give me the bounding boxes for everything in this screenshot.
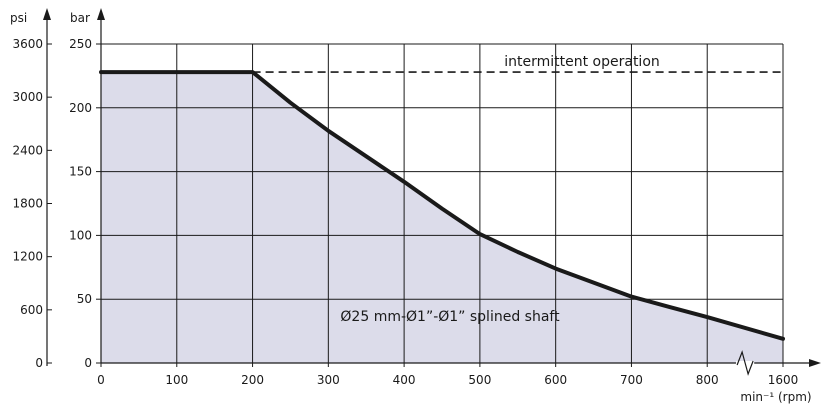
x-axis-unit: min⁻¹ (rpm) bbox=[740, 390, 811, 404]
psi-tick-label-600: 600 bbox=[20, 303, 43, 317]
x-axis-arrow bbox=[809, 359, 821, 367]
labels-layer: psi bar min⁻¹ (rpm) intermittent operati… bbox=[10, 11, 812, 404]
x-tick-label-200: 200 bbox=[241, 373, 264, 387]
bar-axis-arrow bbox=[97, 8, 105, 20]
psi-tick-label-0: 0 bbox=[35, 356, 43, 370]
bar-axis-unit: bar bbox=[70, 11, 90, 25]
psi-tick-label-1800: 1800 bbox=[12, 197, 43, 211]
grid-layer bbox=[101, 43, 784, 363]
x-tick-label-800: 800 bbox=[696, 373, 719, 387]
x-tick-label-100: 100 bbox=[165, 373, 188, 387]
bar-tick-label-100: 100 bbox=[69, 228, 92, 242]
psi-tick-label-3000: 3000 bbox=[12, 90, 43, 104]
x-tick-label-400: 400 bbox=[393, 373, 416, 387]
series-layer bbox=[99, 70, 785, 341]
bar-tick-label-150: 150 bbox=[69, 165, 92, 179]
psi-axis-unit: psi bbox=[10, 11, 27, 25]
psi-axis-arrow bbox=[43, 8, 51, 20]
x-tick-label-300: 300 bbox=[317, 373, 340, 387]
x-tick-label-500: 500 bbox=[468, 373, 491, 387]
bar-tick-label-50: 50 bbox=[77, 292, 92, 306]
bar-tick-label-250: 250 bbox=[69, 37, 92, 51]
axes-layer: 0 600 1200 1800 2400 3000 3600 0 50 100 150 200 250 0… bbox=[12, 8, 821, 387]
x-tick-label-700: 700 bbox=[620, 373, 643, 387]
intermittent-operation-label: intermittent operation bbox=[504, 54, 660, 70]
shaft-label: Ø25 mm-Ø1”-Ø1” splined shaft bbox=[340, 309, 560, 325]
bar-tick-label-0: 0 bbox=[84, 356, 92, 370]
x-tick-label-600: 600 bbox=[544, 373, 567, 387]
psi-tick-label-2400: 2400 bbox=[12, 143, 43, 157]
pressure-curve-line-0 bbox=[99, 70, 785, 341]
x-axis-break-mark bbox=[736, 350, 754, 376]
x-tick-label-1600: 1600 bbox=[768, 373, 799, 387]
psi-tick-label-3600: 3600 bbox=[12, 37, 43, 51]
bar-tick-label-200: 200 bbox=[69, 101, 92, 115]
psi-tick-label-1200: 1200 bbox=[12, 250, 43, 264]
x-tick-label-0: 0 bbox=[97, 373, 105, 387]
